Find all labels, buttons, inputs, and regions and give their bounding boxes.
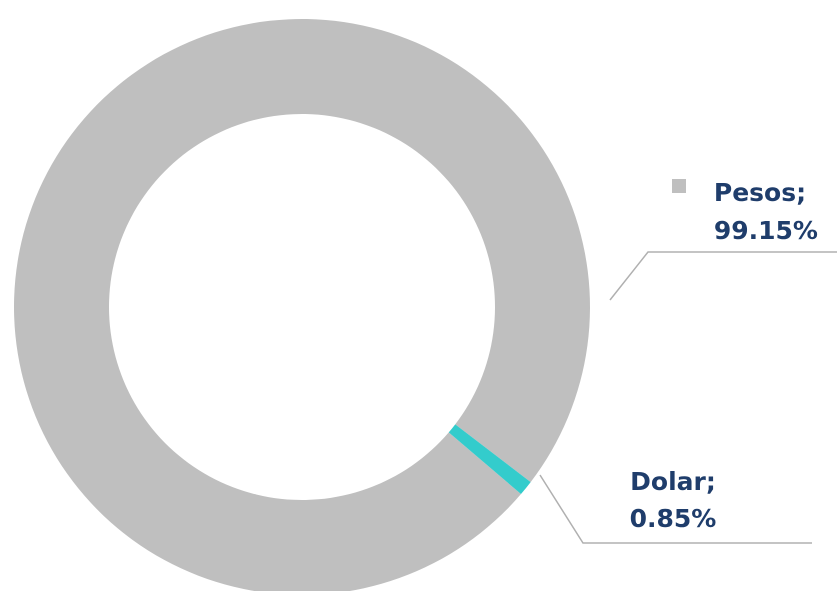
data-label-value: 0.85% (630, 504, 717, 533)
leader-line (609, 251, 837, 301)
donut-slice (448, 424, 531, 495)
legend-key (672, 179, 686, 193)
data-label-name: Pesos; (714, 178, 806, 207)
leader-line (539, 474, 812, 544)
data-label-name: Dolar; (630, 467, 716, 496)
donut-slice (14, 19, 590, 591)
data-label-value: 99.15% (714, 216, 818, 245)
